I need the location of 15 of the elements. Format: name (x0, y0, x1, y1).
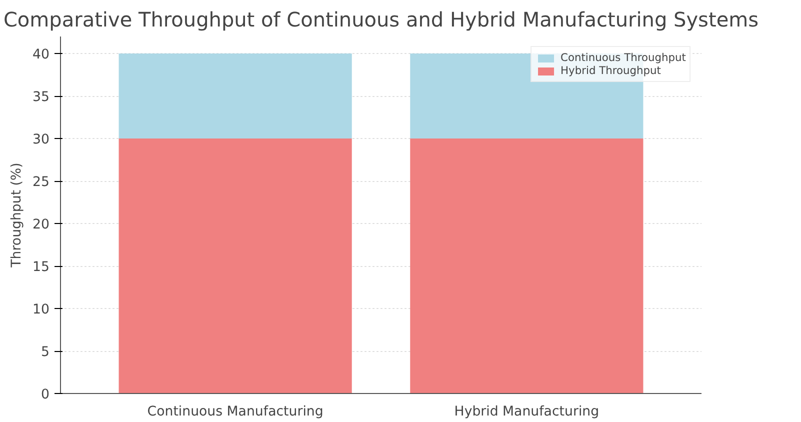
y-tick-label: 25 (32, 175, 50, 190)
y-axis-title: Throughput (%) (10, 162, 25, 268)
x-tick-label: Hybrid Manufacturing (454, 404, 600, 420)
y-tick-label: 5 (41, 345, 50, 360)
y-tick-label: 0 (41, 388, 50, 402)
y-tick-label: 20 (32, 218, 50, 232)
y-tick-label: 15 (32, 260, 50, 275)
y-tick-label: 40 (32, 48, 50, 62)
chart-title: Comparative Throughput of Continuous and Hybrid Manufacturing Systems (3, 8, 759, 32)
x-tick-label: Continuous Manufacturing (147, 404, 324, 420)
y-tick-label: 30 (32, 132, 50, 148)
legend-label: Continuous Throughput (560, 51, 686, 64)
y-tick-label: 10 (32, 302, 50, 318)
y-tick-label: 35 (32, 90, 50, 105)
legend-label: Hybrid Throughput (560, 64, 661, 77)
